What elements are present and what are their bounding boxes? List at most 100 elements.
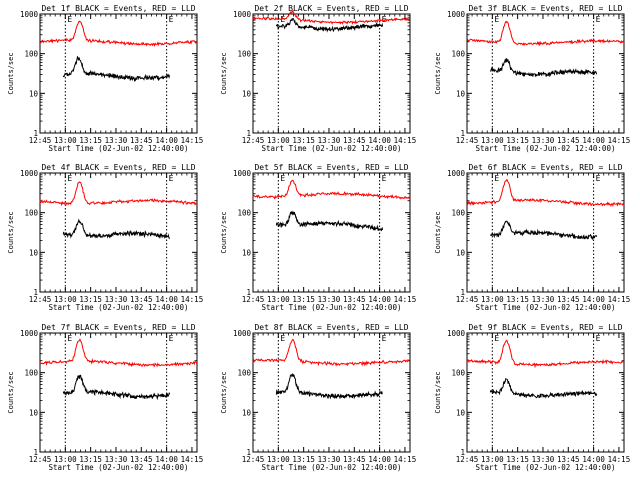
plot-frame xyxy=(39,172,198,293)
x-tick-label: 13:00 xyxy=(54,295,77,304)
detector-panel-7: Det 7f BLACK = Events, RED = LLD 1 10 100 10… xyxy=(7,323,203,472)
y-tick-label: 1 xyxy=(460,448,465,457)
panel-title: Det 4f BLACK = Events, RED = LLD xyxy=(41,163,195,172)
y-tick-label: 1000 xyxy=(233,169,252,178)
x-axis-label: Start Time (02-Jun-02 12:40:00) xyxy=(262,303,402,312)
y-tick-label: 10 xyxy=(456,248,466,257)
x-tick-label: 13:15 xyxy=(79,455,102,464)
panel-title: Det 7f BLACK = Events, RED = LLD xyxy=(41,323,195,332)
y-axis-label: Counts/sec xyxy=(434,52,442,94)
x-tick-label: 14:00 xyxy=(155,295,178,304)
marker-label: E xyxy=(596,15,601,24)
x-tick-label: 14:15 xyxy=(608,455,631,464)
detector-panel-9: Det 9f BLACK = Events, RED = LLD 1 10 100 10… xyxy=(434,323,630,472)
marker-label: E xyxy=(494,15,499,24)
series-events-line xyxy=(275,372,383,400)
y-tick-label: 100 xyxy=(237,209,251,218)
marker-label: E xyxy=(382,334,387,343)
series-events-line xyxy=(62,218,171,240)
y-tick-label: 100 xyxy=(24,369,38,378)
panel-title: Det 3f BLACK = Events, RED = LLD xyxy=(468,4,622,13)
y-tick-label: 1 xyxy=(33,129,38,138)
x-tick-label: 14:00 xyxy=(155,136,178,145)
x-tick-label: 12:45 xyxy=(456,295,479,304)
marker-label: E xyxy=(596,334,601,343)
x-tick-label: 13:00 xyxy=(481,136,504,145)
plot-frame xyxy=(39,13,198,134)
y-axis-label: Counts/sec xyxy=(220,371,228,413)
x-tick-label: 14:15 xyxy=(608,136,631,145)
y-tick-label: 1000 xyxy=(447,329,466,338)
y-tick-label: 100 xyxy=(237,369,251,378)
detector-panel-3: Det 3f BLACK = Events, RED = LLD 1 10 100 10… xyxy=(434,4,630,153)
detector-panel-6: Det 6f BLACK = Events, RED = LLD 1 10 100 10… xyxy=(434,163,630,312)
y-tick-label: 100 xyxy=(451,50,465,59)
x-tick-label: 12:45 xyxy=(242,136,265,145)
series-lld-line xyxy=(252,9,411,25)
y-tick-label: 1000 xyxy=(233,10,252,19)
series-lld-line xyxy=(252,338,411,367)
x-tick-label: 13:15 xyxy=(292,136,315,145)
y-axis-label: Counts/sec xyxy=(220,211,228,253)
x-tick-label: 13:45 xyxy=(130,136,153,145)
x-axis-label: Start Time (02-Jun-02 12:40:00) xyxy=(262,144,402,153)
y-tick-label: 100 xyxy=(237,50,251,59)
y-tick-label: 10 xyxy=(29,408,39,417)
x-tick-label: 14:15 xyxy=(181,295,204,304)
x-tick-label: 13:30 xyxy=(532,455,555,464)
panel-title: Det 9f BLACK = Events, RED = LLD xyxy=(468,323,622,332)
y-tick-label: 1 xyxy=(246,288,251,297)
y-tick-label: 1000 xyxy=(447,169,466,178)
x-tick-label: 13:00 xyxy=(481,455,504,464)
series-events-line xyxy=(489,377,598,399)
detector-panel-1: Det 1f BLACK = Events, RED = LLD 1 10 100 10… xyxy=(7,4,203,153)
detector-panel-4: Det 4f BLACK = Events, RED = LLD 1 10 100 10… xyxy=(7,163,203,312)
y-tick-label: 10 xyxy=(242,89,252,98)
y-tick-label: 1000 xyxy=(447,10,466,19)
marker-label: E xyxy=(169,15,174,24)
x-tick-label: 13:15 xyxy=(506,295,529,304)
marker-label: E xyxy=(67,334,72,343)
series-lld-line xyxy=(466,178,625,208)
x-tick-label: 12:45 xyxy=(29,455,52,464)
x-tick-label: 13:30 xyxy=(318,136,341,145)
series-lld-line xyxy=(39,181,198,207)
x-tick-label: 12:45 xyxy=(456,136,479,145)
y-tick-label: 1000 xyxy=(20,10,39,19)
detector-panel-5: Det 5f BLACK = Events, RED = LLD 1 10 100 10… xyxy=(220,163,416,312)
y-tick-label: 1 xyxy=(33,288,38,297)
y-tick-label: 1000 xyxy=(233,329,252,338)
y-tick-label: 1000 xyxy=(20,329,39,338)
x-tick-label: 13:15 xyxy=(506,455,529,464)
x-tick-label: 13:45 xyxy=(130,455,153,464)
x-tick-label: 13:30 xyxy=(318,455,341,464)
y-tick-label: 10 xyxy=(456,408,466,417)
series-lld-line xyxy=(39,20,198,48)
x-axis-label: Start Time (02-Jun-02 12:40:00) xyxy=(476,463,616,472)
y-tick-label: 1 xyxy=(33,448,38,457)
x-tick-label: 13:45 xyxy=(557,295,580,304)
marker-label: E xyxy=(382,15,387,24)
plot-frame xyxy=(252,332,411,453)
series-lld-line xyxy=(466,339,625,369)
x-tick-label: 12:45 xyxy=(242,295,265,304)
x-tick-label: 13:15 xyxy=(292,455,315,464)
x-tick-label: 13:30 xyxy=(532,295,555,304)
panel-title: Det 8f BLACK = Events, RED = LLD xyxy=(254,323,408,332)
x-tick-label: 14:00 xyxy=(368,455,391,464)
marker-label: E xyxy=(382,174,387,183)
plot-frame xyxy=(39,332,198,453)
y-tick-label: 10 xyxy=(456,89,466,98)
x-tick-label: 13:30 xyxy=(318,295,341,304)
x-tick-label: 14:15 xyxy=(394,295,417,304)
x-tick-label: 12:45 xyxy=(29,136,52,145)
x-tick-label: 14:00 xyxy=(582,295,605,304)
y-tick-label: 1 xyxy=(460,288,465,297)
series-lld-line xyxy=(39,338,198,368)
marker-label: E xyxy=(280,334,285,343)
x-tick-label: 13:45 xyxy=(557,136,580,145)
y-tick-label: 10 xyxy=(29,248,39,257)
series-events-line xyxy=(275,17,384,33)
x-tick-label: 13:00 xyxy=(54,455,77,464)
